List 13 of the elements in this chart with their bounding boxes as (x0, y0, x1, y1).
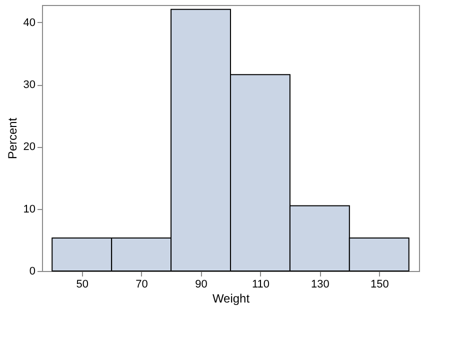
x-tick-label: 150 (370, 278, 389, 290)
y-tick-label: 30 (23, 79, 36, 92)
y-tick-label: 40 (23, 16, 36, 29)
y-tick-label: 10 (23, 203, 36, 216)
y-tick-label: 0 (29, 266, 36, 278)
x-tick-label: 90 (195, 278, 208, 290)
x-tick-label: 70 (136, 278, 148, 290)
x-tick-label: 130 (311, 278, 330, 290)
x-tick-label: 110 (252, 278, 270, 290)
x-tick-label: 50 (76, 278, 88, 290)
y-tick-label: 20 (23, 141, 36, 154)
y-axis-title: Percent (5, 117, 20, 160)
x-axis-title: Weight (212, 292, 250, 306)
